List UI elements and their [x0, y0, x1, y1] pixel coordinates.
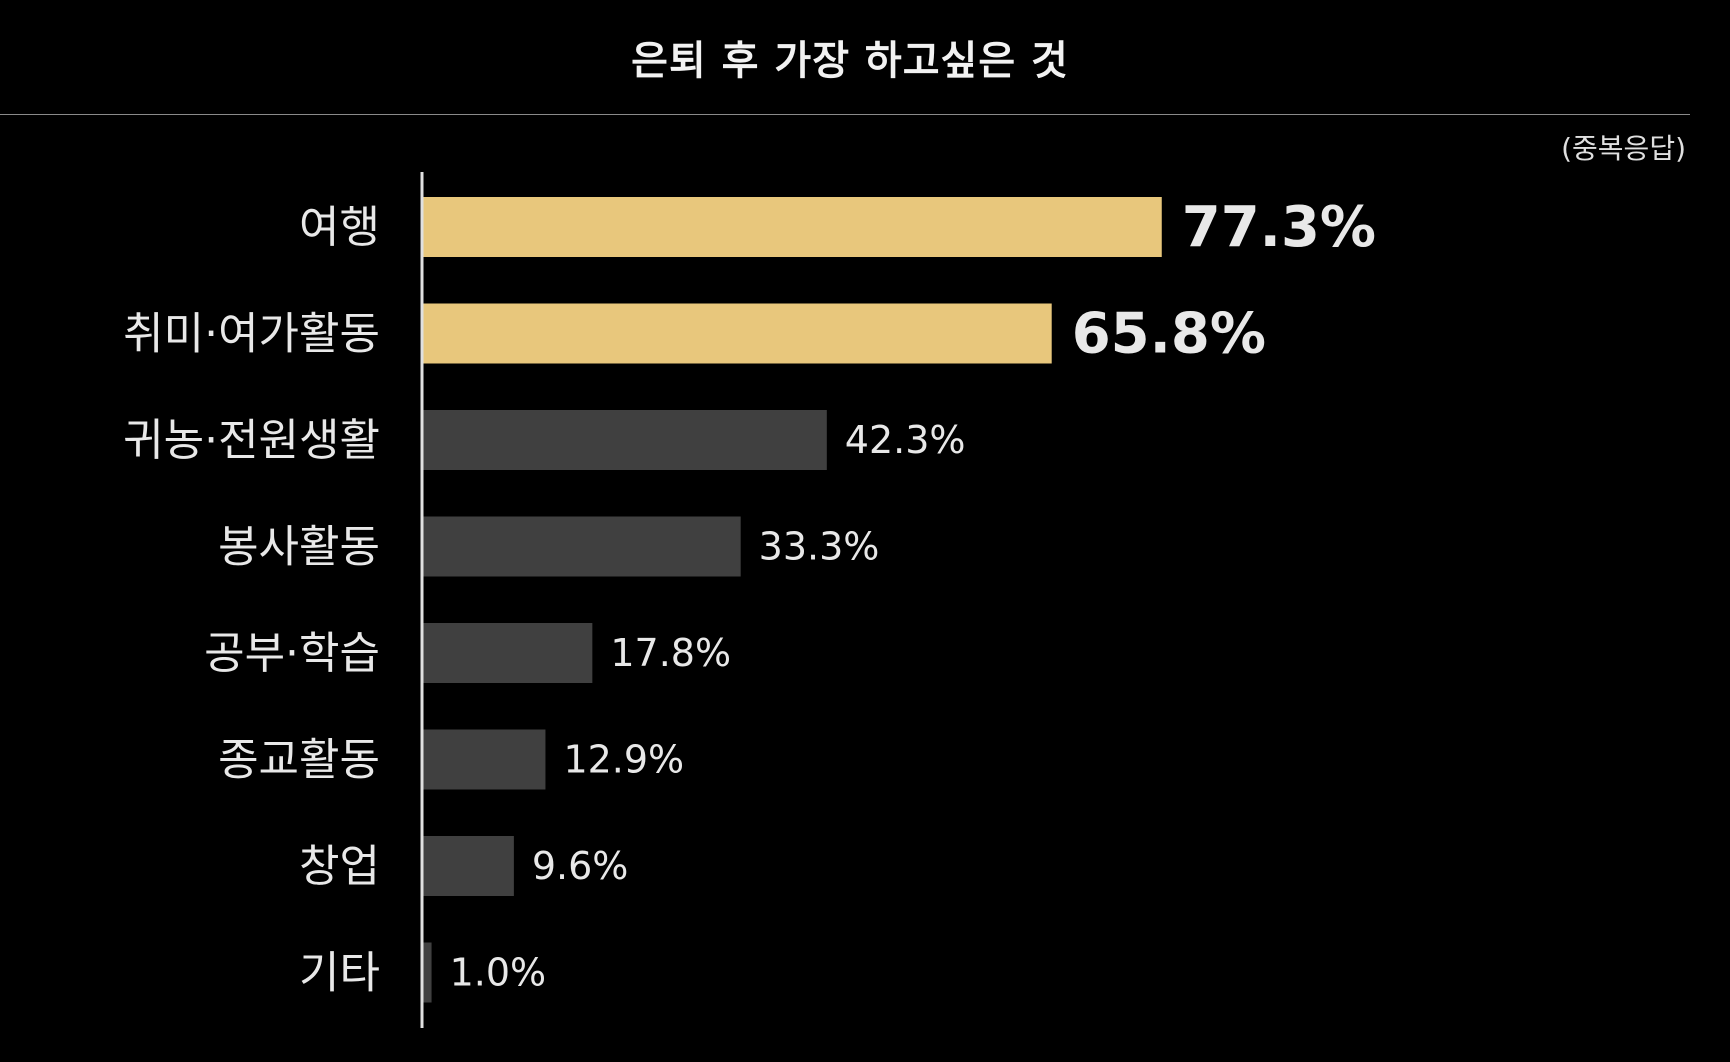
category-label: 귀농·전원생활: [123, 415, 380, 466]
category-label: 여행: [299, 202, 380, 253]
bar: [422, 836, 514, 896]
chart-title: 은퇴 후 가장 하고싶은 것: [631, 38, 1069, 84]
bar: [422, 410, 827, 470]
value-label: 42.3%: [845, 418, 966, 462]
bar: [422, 303, 1052, 364]
bar: [422, 197, 1162, 257]
category-label: 창업: [299, 841, 380, 892]
bar: [422, 516, 741, 577]
category-label: 취미·여가활동: [123, 309, 380, 360]
category-label: 종교활동: [218, 735, 380, 786]
title-divider: [0, 114, 1690, 115]
multiple-response-note: (중복응답): [1561, 132, 1686, 165]
category-label: 봉사활동: [218, 522, 380, 573]
bar: [422, 623, 593, 683]
value-label: 65.8%: [1072, 302, 1266, 367]
category-label: 기타: [299, 948, 380, 999]
value-label: 9.6%: [532, 844, 629, 888]
value-label: 33.3%: [759, 525, 880, 569]
value-label: 17.8%: [610, 631, 731, 675]
value-label: 12.9%: [563, 738, 684, 782]
bar: [422, 942, 432, 1003]
category-label: 공부·학습: [204, 628, 380, 679]
value-label: 77.3%: [1182, 195, 1376, 260]
bar: [422, 729, 546, 790]
value-label: 1.0%: [450, 951, 547, 995]
